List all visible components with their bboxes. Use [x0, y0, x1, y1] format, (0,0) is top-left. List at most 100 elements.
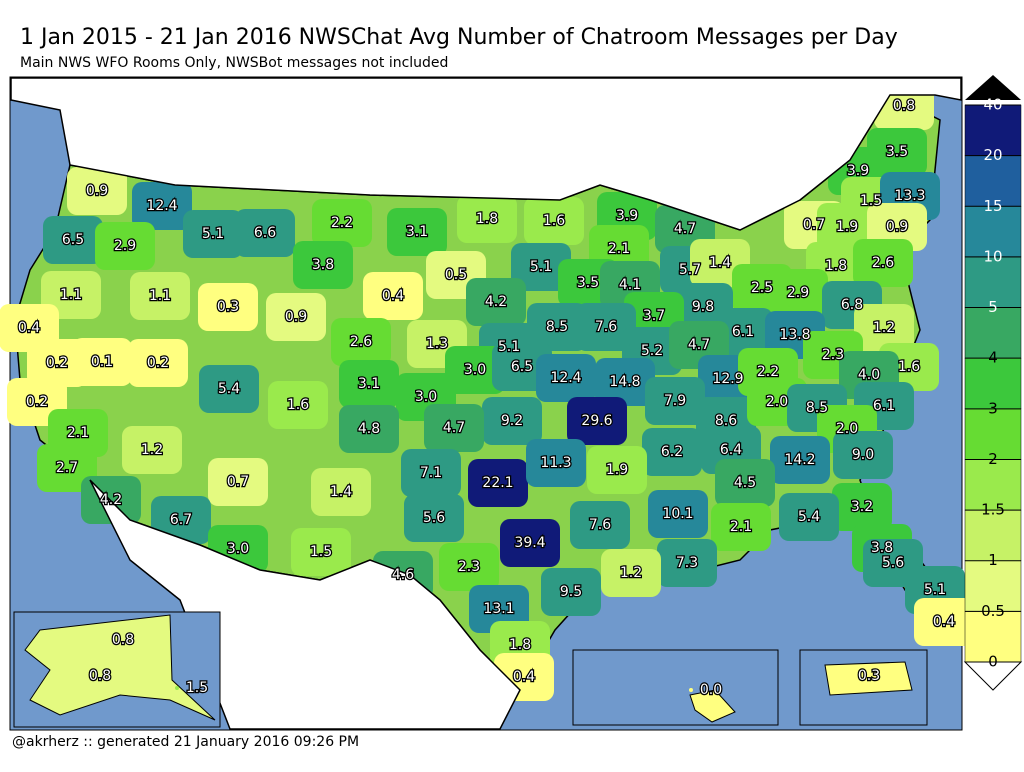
region-label: 4.5: [734, 475, 756, 491]
region-label: 1.5: [860, 193, 882, 209]
region: [642, 428, 702, 476]
region-label: 1.6: [543, 213, 565, 229]
region-label: 2.0: [836, 421, 858, 437]
colorbar-bin: [964, 509, 1022, 561]
region-label: 1.8: [825, 258, 847, 274]
region-label: 9.2: [501, 413, 523, 429]
region: [404, 494, 464, 542]
region: [648, 490, 708, 538]
region-marker: [847, 674, 851, 678]
region-label: 6.5: [511, 359, 533, 375]
region-label: 5.4: [798, 509, 820, 525]
colorbar-label: 4: [988, 349, 998, 367]
region: [914, 598, 974, 646]
region-label: 2.7: [56, 460, 78, 476]
region-label: 10.1: [662, 506, 693, 522]
region: [526, 439, 586, 487]
colorbar-label: 15: [983, 197, 1002, 215]
region-label: 1.6: [898, 359, 920, 375]
region: [711, 503, 771, 551]
region-label: 5.4: [218, 381, 240, 397]
region-label: 0.8: [112, 632, 134, 648]
region-marker: [101, 638, 105, 642]
region-label: 3.2: [851, 499, 873, 515]
region-label: 4.7: [443, 420, 465, 436]
region: [72, 338, 132, 386]
colorbar-label: 0: [988, 653, 998, 671]
region-label: 1.9: [836, 219, 858, 235]
region: [198, 283, 258, 331]
region: [331, 318, 391, 366]
region: [601, 549, 661, 597]
region-label: 5.1: [924, 582, 946, 598]
region-label: 4.7: [674, 221, 696, 237]
region-label: 2.9: [787, 285, 809, 301]
region-label: 7.6: [589, 517, 611, 533]
region-label: 4.7: [688, 337, 710, 353]
title: 1 Jan 2015 - 21 Jan 2016 NWSChat Avg Num…: [20, 25, 898, 50]
regions: [0, 82, 974, 701]
region: [482, 397, 542, 445]
colorbar: 0 0.5 1 1.5 2 3 4 5 10 15 20 40: [964, 96, 1022, 671]
footer: @akrherz :: generated 21 January 2016 09…: [12, 734, 359, 750]
region: [311, 468, 371, 516]
region-marker: [175, 686, 179, 690]
region-label: 3.5: [886, 144, 908, 160]
region: [183, 210, 243, 258]
region: [208, 458, 268, 506]
region-label: 3.8: [312, 257, 334, 273]
region: [853, 239, 913, 287]
region: [833, 431, 893, 479]
region-label: 5.1: [498, 339, 520, 355]
region: [468, 459, 528, 507]
region: [817, 203, 877, 251]
region: [291, 528, 351, 576]
region-label: 1.1: [149, 288, 171, 304]
colorbar-bin: [964, 611, 1022, 663]
region-label: 0.3: [217, 299, 239, 315]
region-label: 1.3: [426, 336, 448, 352]
colorbar-label: 1.5: [981, 501, 1005, 519]
region: [779, 493, 839, 541]
region-label: 0.1: [91, 354, 113, 370]
region-label: 3.1: [406, 224, 428, 240]
region-label: 22.1: [482, 475, 513, 491]
region-label: 13.3: [894, 188, 925, 204]
region-label: 1.8: [509, 637, 531, 653]
region: [457, 195, 517, 243]
region-label: 4.8: [358, 421, 380, 437]
region-label: 0.2: [147, 355, 169, 371]
region: [536, 354, 596, 402]
region-label: 5.6: [882, 555, 904, 571]
region-label: 4.0: [858, 367, 880, 383]
region-label: 0.0: [700, 682, 722, 698]
region: [293, 241, 353, 289]
region: [95, 222, 155, 270]
region-label: 0.4: [382, 288, 404, 304]
region: [312, 199, 372, 247]
region-labels: 0.8 3.5 3.9 1.5 13.3 0.7 1.9 0.9 0.9 12.4 6.5 2.9 5.…: [17, 97, 957, 700]
region-label: 9.5: [560, 584, 582, 600]
region-label: 0.8: [893, 98, 915, 114]
region-label: 0.4: [933, 614, 955, 630]
region-label: 0.9: [886, 219, 908, 235]
region: [511, 243, 571, 291]
region: [268, 381, 328, 429]
region-label: 6.6: [254, 225, 276, 241]
region: [768, 269, 828, 317]
region-label: 6.7: [170, 512, 192, 528]
region-label: 4.2: [485, 294, 507, 310]
canada: [10, 77, 962, 231]
colorbar-label: 0.5: [981, 602, 1005, 620]
colorbar-label: 1: [988, 551, 998, 569]
region-label: 14.8: [609, 374, 640, 390]
region: [500, 519, 560, 567]
region-label: 2.9: [114, 238, 136, 254]
colorbar-bin: [964, 459, 1022, 511]
colorbar-bin: [964, 206, 1022, 258]
colorbar-label: 3: [988, 399, 998, 417]
region-marker: [78, 674, 82, 678]
region-label: 0.3: [858, 668, 880, 684]
region: [587, 446, 647, 494]
